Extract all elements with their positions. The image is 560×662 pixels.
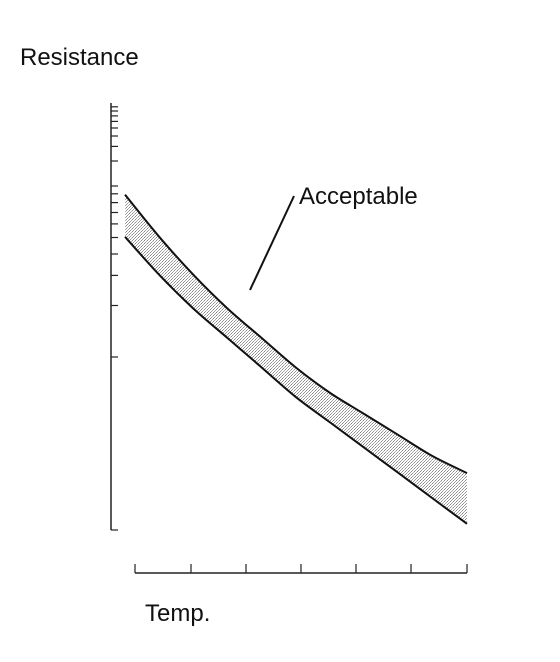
acceptable-annotation: Acceptable <box>299 183 418 210</box>
x-axis-label: Temp. <box>145 600 211 627</box>
axes <box>110 103 467 574</box>
y-axis-label: Resistance <box>20 44 139 71</box>
annotation-leader-line <box>249 195 295 291</box>
acceptable-band <box>125 194 467 524</box>
x-axis-ticks <box>134 564 468 573</box>
lower-limit-curve <box>124 236 468 525</box>
upper-limit-curve <box>124 193 468 474</box>
y-axis-ticks <box>111 106 118 531</box>
